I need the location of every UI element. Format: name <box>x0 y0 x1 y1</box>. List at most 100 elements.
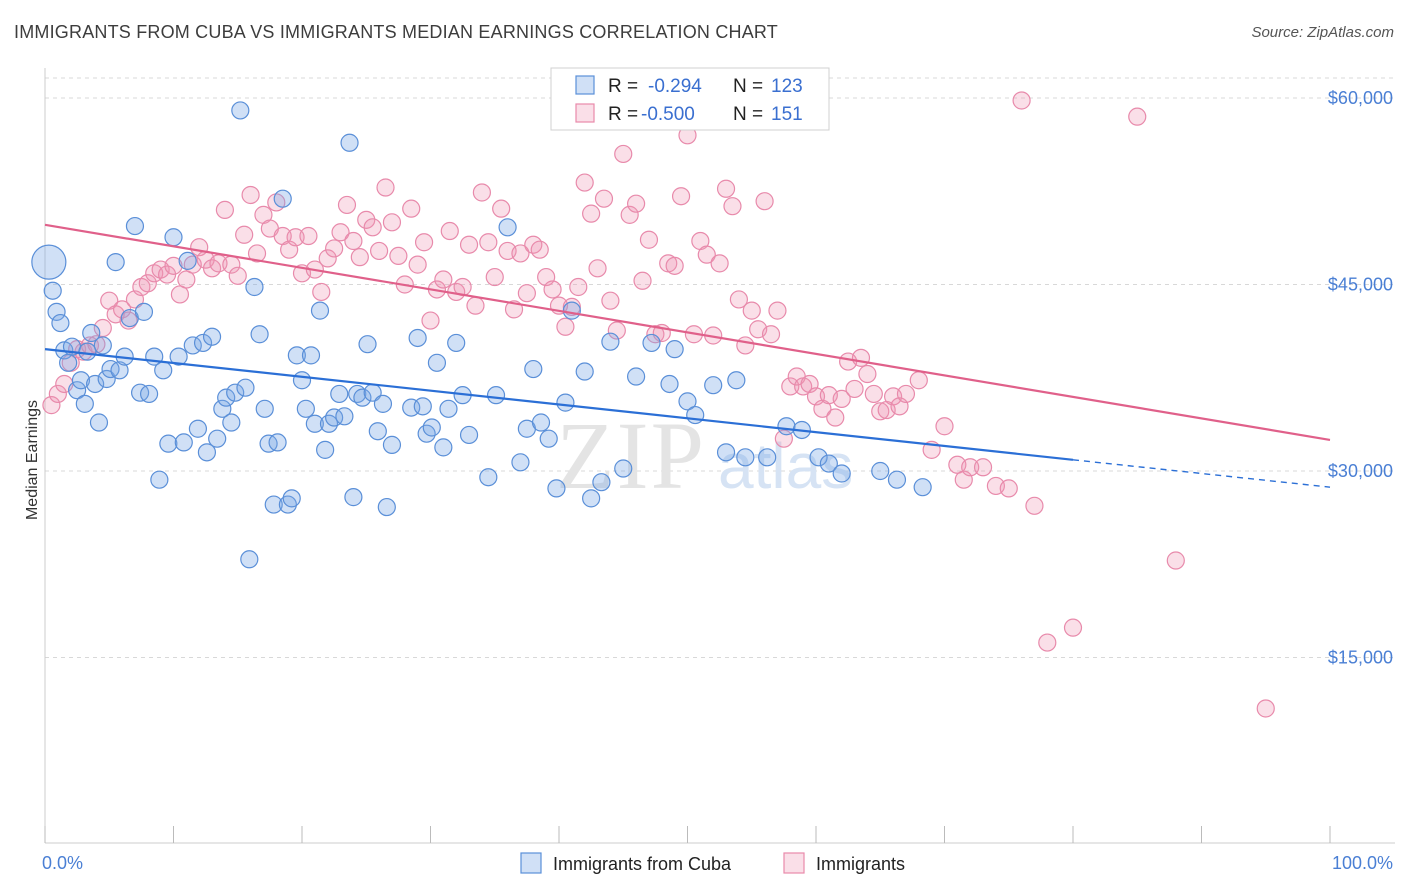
legend-swatch-immigrants <box>575 103 595 123</box>
point-cuba <box>614 459 633 478</box>
point-cuba <box>368 422 387 441</box>
point-cuba <box>447 333 466 353</box>
point-immigrants <box>466 296 485 315</box>
point-cuba <box>642 333 661 353</box>
legend-swatch-cuba <box>575 75 595 95</box>
point-immigrants <box>299 226 318 246</box>
point-cuba <box>582 489 601 508</box>
point-immigrants <box>286 228 305 247</box>
point-cuba <box>427 353 447 372</box>
y-axis-label: Median Earnings <box>24 400 41 520</box>
point-cuba <box>809 448 828 467</box>
point-immigrants <box>761 325 781 344</box>
watermark-atlas: atlas <box>718 430 853 502</box>
point-immigrants <box>543 280 562 299</box>
point-cuba <box>344 488 363 507</box>
point-cuba <box>197 443 217 462</box>
point-cuba <box>665 340 684 359</box>
point-cuba <box>819 454 838 473</box>
point-cuba <box>678 392 697 411</box>
point-immigrants <box>164 256 183 275</box>
legend-r-label-cuba: R = <box>608 76 638 97</box>
point-immigrants <box>389 246 408 266</box>
point-immigrants <box>376 178 395 197</box>
point-cuba <box>373 394 393 413</box>
point-immigrants <box>517 284 536 303</box>
point-immigrants <box>48 384 67 404</box>
point-cuba <box>479 468 498 487</box>
point-cuba <box>547 479 566 498</box>
point-cuba <box>273 189 292 208</box>
point-immigrants <box>639 230 659 249</box>
point-immigrants <box>1025 496 1044 515</box>
bottom-legend: Immigrants from Cuba Immigrants <box>520 852 905 874</box>
point-cuba <box>434 438 453 457</box>
watermark: ZIP atlas <box>556 402 853 509</box>
point-cuba <box>592 473 611 492</box>
point-immigrants <box>858 364 877 384</box>
legend-n-label-immigrants: N = <box>733 104 763 125</box>
point-cuba <box>213 399 232 418</box>
point-cuba <box>358 335 377 354</box>
point-cuba <box>562 301 581 320</box>
point-cuba <box>139 384 159 404</box>
point-cuba <box>402 398 421 417</box>
series-cuba-points <box>31 101 932 569</box>
point-cuba <box>305 414 324 433</box>
point-immigrants <box>999 479 1018 498</box>
point-cuba <box>686 405 705 425</box>
y-tick-label: $45,000 <box>1328 275 1393 295</box>
point-immigrants <box>485 267 504 287</box>
point-cuba <box>287 346 306 365</box>
point-cuba <box>575 362 594 381</box>
trend-line-cuba <box>44 348 1074 461</box>
watermark-zip: ZIP <box>556 402 706 509</box>
point-cuba <box>68 381 87 400</box>
point-cuba <box>31 244 67 280</box>
point-cuba <box>174 433 193 452</box>
point-cuba <box>255 399 274 418</box>
point-immigrants <box>588 259 607 278</box>
point-immigrants <box>1038 633 1057 652</box>
point-cuba <box>486 386 506 405</box>
point-cuba <box>292 371 312 390</box>
point-cuba <box>335 407 354 426</box>
point-cuba <box>777 417 796 436</box>
point-cuba <box>498 218 517 237</box>
legend-r-value-immigrants: -0.500 <box>641 104 695 125</box>
point-immigrants <box>601 291 620 310</box>
axes <box>44 68 1395 844</box>
point-immigrants <box>402 199 421 218</box>
point-cuba <box>887 470 907 489</box>
point-cuba <box>250 325 269 344</box>
point-cuba <box>758 448 777 467</box>
point-immigrants <box>896 384 916 404</box>
point-cuba <box>330 384 349 404</box>
point-immigrants <box>1063 618 1083 637</box>
point-immigrants <box>1128 107 1147 126</box>
point-immigrants <box>138 274 157 293</box>
point-cuba <box>524 359 543 379</box>
point-cuba <box>159 434 178 453</box>
point-immigrants <box>459 235 479 254</box>
point-cuba <box>71 371 91 390</box>
legend-r-value-cuba: -0.294 <box>648 76 702 97</box>
point-immigrants <box>408 255 427 274</box>
point-immigrants <box>607 321 626 340</box>
point-immigrants <box>344 231 363 251</box>
y-tick-label: $15,000 <box>1328 648 1393 668</box>
chart-title: IMMIGRANTS FROM CUBA VS IMMIGRANTS MEDIA… <box>14 22 778 42</box>
point-cuba <box>134 302 154 321</box>
point-immigrants <box>357 210 376 229</box>
point-immigrants <box>569 277 588 297</box>
point-immigrants <box>350 248 369 267</box>
point-immigrants <box>871 402 890 421</box>
point-cuba <box>222 413 241 432</box>
point-cuba <box>377 497 396 517</box>
point-cuba <box>408 328 427 348</box>
point-cuba <box>240 550 259 569</box>
point-cuba <box>154 361 173 380</box>
point-immigrants <box>331 223 350 242</box>
point-cuba <box>208 429 227 448</box>
series-immigrants-points <box>42 91 1275 718</box>
